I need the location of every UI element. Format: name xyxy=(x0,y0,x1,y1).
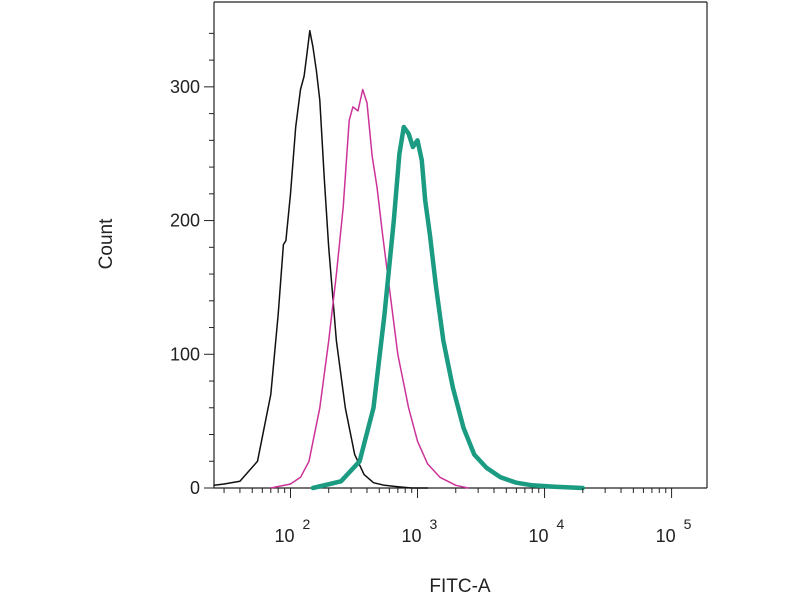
y-tick-label: 300 xyxy=(170,77,200,97)
x-axis-ticks: 10 2 10 3 10 4 10 5 xyxy=(223,488,692,546)
series-layer xyxy=(213,29,586,491)
series-black-line xyxy=(213,29,429,489)
x-tick-exponent: 5 xyxy=(684,516,692,532)
y-tick-label: 100 xyxy=(170,344,200,364)
y-tick-label: 200 xyxy=(170,211,200,231)
x-axis-title: FITC-A xyxy=(429,576,491,597)
series-teal-line xyxy=(310,124,586,491)
y-axis-ticks: 0 100 200 300 xyxy=(170,32,214,498)
x-tick-label: 10 xyxy=(274,526,294,546)
x-tick-label: 10 xyxy=(402,526,422,546)
x-tick-exponent: 3 xyxy=(430,516,438,532)
x-tick-label: 10 xyxy=(656,526,676,546)
y-tick-label: 0 xyxy=(190,478,200,498)
series-magenta-line xyxy=(270,88,469,489)
x-tick-exponent: 2 xyxy=(302,516,310,532)
x-tick-exponent: 4 xyxy=(557,516,565,532)
x-tick-label: 10 xyxy=(529,526,549,546)
y-axis-title: Count xyxy=(96,218,117,269)
plot-frame xyxy=(213,1,708,489)
